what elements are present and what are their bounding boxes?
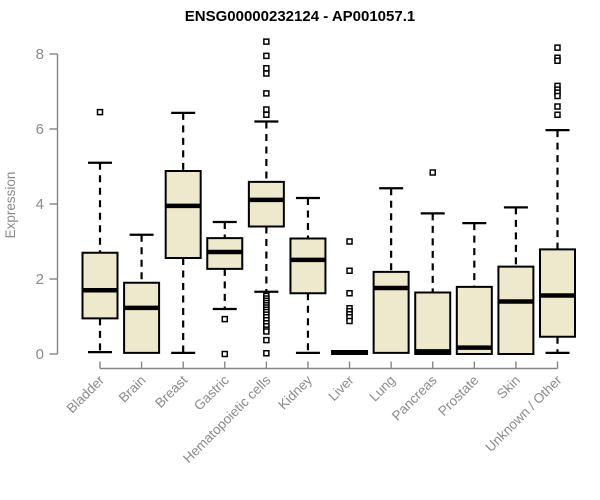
- outlier-point: [263, 90, 270, 97]
- outlier-point: [96, 108, 104, 116]
- box: [123, 281, 161, 354]
- y-tick-label: 6: [36, 121, 44, 138]
- outlier-point: [346, 290, 353, 297]
- outlier-point: [346, 267, 353, 274]
- outlier-point: [429, 169, 436, 176]
- boxplot-lung: [372, 187, 410, 354]
- outlier-point: [554, 111, 561, 118]
- boxplot-prostate: [455, 222, 493, 355]
- y-tick-label: 0: [36, 346, 44, 363]
- outlier-point: [263, 70, 270, 77]
- x-tick-label: Bladder: [64, 372, 108, 416]
- boxplot-hematopoietic-cells: [247, 38, 285, 357]
- x-tick-label: Brain: [116, 373, 149, 406]
- x-tick-label: Prostate: [435, 373, 481, 419]
- boxplot-breast: [164, 111, 202, 354]
- chart-title: ENSG00000232124 - AP001057.1: [185, 8, 415, 25]
- x-tick-label: Unknown / Other: [482, 372, 565, 455]
- boxplot-unknown-other: [538, 44, 576, 354]
- box: [497, 265, 535, 355]
- boxplot-pancreas: [414, 169, 452, 355]
- x-tick-label: Breast: [152, 372, 190, 410]
- x-tick-label: Lung: [366, 373, 398, 405]
- boxplots: [81, 38, 576, 358]
- outlier-point: [263, 328, 270, 335]
- x-tick-label: Gastric: [191, 372, 232, 413]
- boxplot-gastric: [206, 220, 244, 358]
- outlier-point: [554, 44, 561, 51]
- x-tick-label: Liver: [325, 372, 357, 404]
- boxplot-skin: [497, 206, 535, 355]
- x-tick-label: Skin: [494, 373, 523, 402]
- outlier-point: [263, 38, 270, 45]
- y-tick-label: 2: [36, 271, 44, 288]
- outlier-point: [263, 52, 270, 60]
- outlier-point: [263, 336, 270, 344]
- box: [247, 180, 285, 228]
- outlier-point: [221, 350, 229, 358]
- box: [455, 285, 493, 355]
- y-tick-label: 8: [36, 46, 44, 63]
- outlier-point: [554, 103, 561, 110]
- box: [164, 170, 202, 259]
- outlier-point: [554, 92, 561, 100]
- x-tick-label: Kidney: [275, 372, 315, 412]
- box: [289, 237, 327, 295]
- y-tick-label: 4: [36, 196, 44, 213]
- box: [414, 291, 452, 355]
- boxplot-brain: [123, 233, 161, 354]
- x-tick-label: Pancreas: [389, 372, 440, 423]
- outlier-point: [554, 57, 561, 64]
- outlier-point: [346, 238, 353, 245]
- outlier-point: [221, 315, 229, 323]
- box: [372, 270, 410, 354]
- y-axis-title: Expression: [3, 172, 18, 239]
- boxplot-kidney: [289, 196, 327, 354]
- outlier-point: [263, 350, 270, 357]
- outlier-point: [263, 111, 270, 118]
- box: [81, 251, 119, 320]
- boxplot-liver: [331, 238, 369, 355]
- boxplot-bladder: [81, 108, 119, 354]
- outlier-point: [263, 65, 270, 72]
- box: [538, 248, 576, 338]
- outlier-point: [346, 317, 353, 325]
- outlier-point: [263, 106, 270, 113]
